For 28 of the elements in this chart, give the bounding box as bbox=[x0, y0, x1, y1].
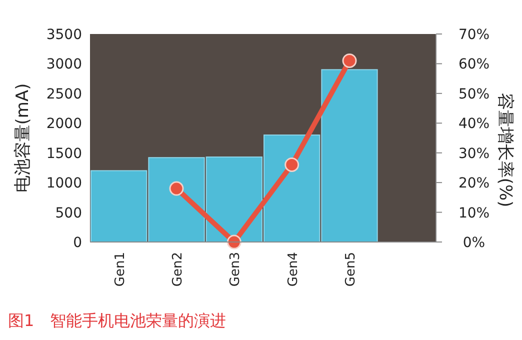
point bbox=[226, 234, 242, 250]
y2-tick-label: 20% bbox=[458, 176, 490, 192]
y-tick-label: 2500 bbox=[46, 86, 82, 102]
y-axis-title: 电池容量(mA) bbox=[13, 83, 33, 193]
y2-tick-label: 40% bbox=[458, 116, 490, 132]
y2-tick-label: 30% bbox=[458, 146, 490, 162]
x-tick-label: Gen1 bbox=[112, 252, 128, 287]
y-tick-label: 3500 bbox=[46, 27, 82, 43]
y2-tick-label: 0% bbox=[462, 235, 486, 251]
y-tick-label: 500 bbox=[55, 205, 82, 222]
y2-tick-label: 60% bbox=[458, 56, 490, 73]
x-tick-label: Gen5 bbox=[344, 252, 358, 287]
y2-tick-label: 50% bbox=[458, 86, 490, 102]
point bbox=[342, 53, 357, 68]
y-tick-label: 1000 bbox=[46, 176, 82, 192]
point bbox=[284, 157, 300, 172]
point bbox=[169, 181, 184, 196]
x-tick-label: Gen2 bbox=[170, 252, 186, 287]
y-tick-label: 2000 bbox=[46, 116, 82, 132]
y2-tick-label: 70% bbox=[458, 27, 490, 43]
caption: 图1 智能手机电池荣量的演进 bbox=[8, 311, 226, 330]
y2-tick-label: 10% bbox=[458, 205, 490, 222]
y-tick-label: 1500 bbox=[46, 146, 82, 162]
y-tick-label: 3000 bbox=[46, 56, 82, 73]
y2-axis-title: 容量增长率(%) bbox=[495, 92, 515, 208]
x-tick-label: Gen3 bbox=[228, 252, 244, 287]
y-tick-label: 0 bbox=[73, 235, 82, 251]
x-tick-label: Gen4 bbox=[286, 252, 301, 287]
